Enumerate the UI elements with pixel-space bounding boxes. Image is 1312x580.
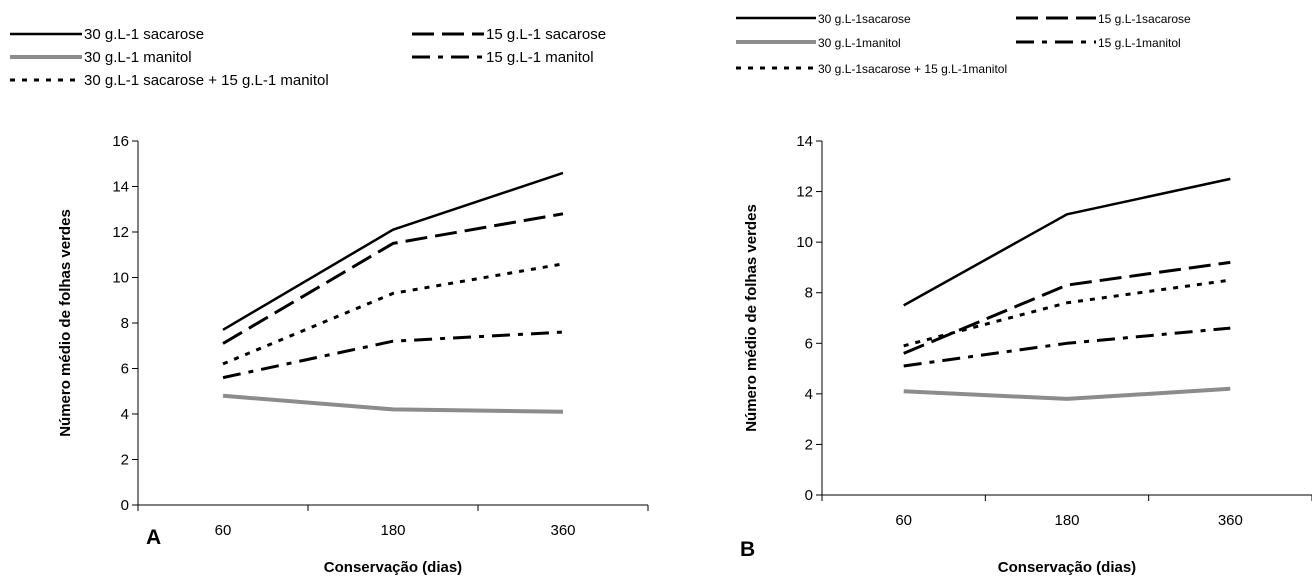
- y-tick-label: 8: [121, 315, 129, 332]
- x-axis-title: Conservação (dias): [324, 559, 462, 576]
- chart-panel-b: 0 2 4 6 8 10 12 14 60 180 360 Número médio de folha…: [736, 12, 1312, 576]
- legend-label-3: 30 g.L-1 manitol: [84, 49, 192, 66]
- legend-label-2: 15 g.L-1 sacarose: [486, 26, 606, 43]
- y-tick-label: 14: [796, 133, 813, 150]
- x-tick-label: 180: [380, 522, 405, 539]
- y-tick-label: 2: [805, 436, 813, 453]
- panel-letter: A: [146, 526, 161, 549]
- y-tick-label: 2: [121, 452, 129, 469]
- x-tick-label: 60: [895, 512, 912, 529]
- chart-panel-a: 0 2 4 6 8 10 12 14 16 60 180 360 Número médio de fol…: [10, 26, 649, 576]
- legend-label-3: 30 g.L-1manitol: [818, 36, 901, 50]
- legend-label-1: 30 g.L-1 sacarose: [84, 26, 204, 43]
- y-tick-label: 4: [121, 406, 129, 423]
- y-tick-label: 0: [805, 487, 813, 504]
- x-tick-label: 360: [550, 522, 575, 539]
- y-tick-label: 14: [112, 179, 129, 196]
- y-tick-label: 16: [112, 133, 129, 150]
- series-line-3: [222, 393, 564, 414]
- y-axis-title: Número médio de folhas verdes: [57, 209, 74, 437]
- series-line-4: [222, 330, 564, 380]
- legend: 30 g.L-1sacarose 15 g.L-1sacarose 30 g.L-1…: [736, 12, 1191, 76]
- y-axis-title: Número médio de folhas verdes: [743, 204, 760, 432]
- y-tick-label: 6: [121, 361, 129, 378]
- panel-letter: B: [740, 538, 755, 561]
- legend-label-1: 30 g.L-1sacarose: [818, 12, 911, 26]
- legend-label-4: 15 g.L-1 manitol: [486, 49, 594, 66]
- y-tick-label: 12: [796, 184, 813, 201]
- y-tick-label: 12: [112, 224, 129, 241]
- series-line-4: [903, 326, 1231, 368]
- y-tick-label: 4: [805, 386, 813, 403]
- legend-label-4: 15 g.L-1manitol: [1098, 36, 1181, 50]
- y-tick-label: 0: [121, 497, 129, 514]
- legend: 30 g.L-1 sacarose 15 g.L-1 sacarose 30 g.L…: [10, 26, 606, 89]
- x-tick-label: 360: [1218, 512, 1243, 529]
- series-line-5: [903, 278, 1231, 348]
- x-axis-title: Conservação (dias): [998, 559, 1136, 576]
- x-tick-label: 60: [215, 522, 232, 539]
- legend-label-5: 30 g.L-1 sacarose + 15 g.L-1 manitol: [84, 72, 329, 89]
- series-line-5: [222, 262, 564, 366]
- y-tick-label: 6: [805, 335, 813, 352]
- series-line-1: [222, 171, 564, 331]
- series-line-2: [222, 212, 564, 345]
- x-tick-label: 180: [1054, 512, 1079, 529]
- y-tick-label: 10: [796, 234, 813, 251]
- legend-label-5: 30 g.L-1sacarose + 15 g.L-1manitol: [818, 62, 1007, 76]
- y-tick-label: 10: [112, 270, 129, 287]
- series-line-1: [903, 177, 1231, 307]
- y-tick-label: 8: [805, 285, 813, 302]
- series-line-2: [903, 260, 1231, 355]
- series-line-3: [903, 386, 1231, 401]
- legend-label-2: 15 g.L-1sacarose: [1098, 12, 1191, 26]
